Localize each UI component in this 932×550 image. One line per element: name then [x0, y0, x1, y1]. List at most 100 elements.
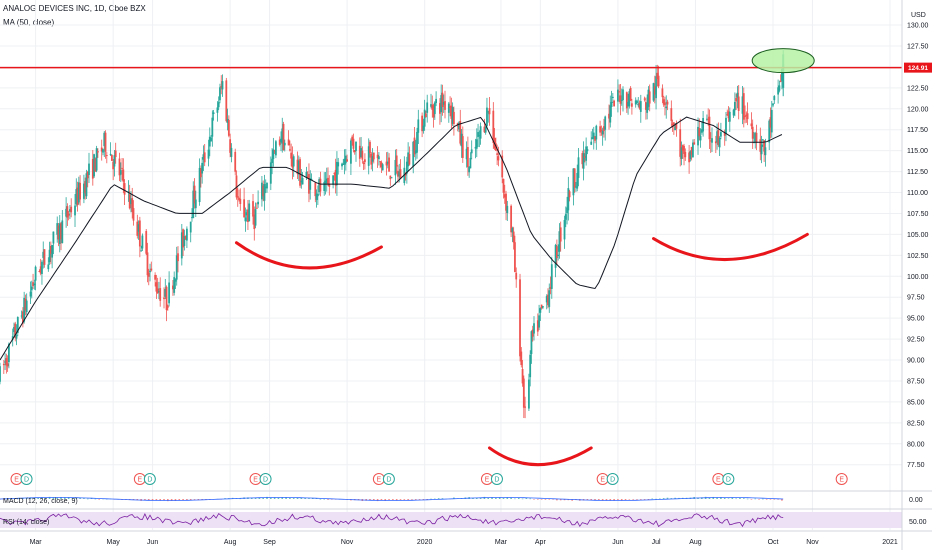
candle-body — [542, 306, 544, 308]
candle-body — [212, 112, 215, 114]
ma-legend-label[interactable]: MA (50, close) — [3, 18, 55, 27]
candle-body — [69, 209, 71, 212]
dividend-marker[interactable] — [606, 473, 619, 485]
candle-body — [592, 132, 595, 139]
candle-body — [299, 159, 301, 186]
candle-body — [750, 123, 753, 127]
cup-annotation-arc[interactable] — [652, 232, 809, 261]
candle-body — [57, 225, 60, 240]
candle-body — [229, 139, 232, 153]
candle-body — [221, 81, 224, 90]
macd-histogram-bar — [384, 499, 387, 501]
candle-body — [746, 113, 749, 120]
dividend-marker-letter[interactable]: D — [263, 477, 268, 484]
candle-body — [4, 361, 6, 363]
candle-body — [548, 290, 551, 307]
earnings-marker-letter[interactable]: E — [839, 477, 844, 484]
dividend-marker-letter[interactable]: D — [494, 477, 499, 484]
candle-body — [51, 244, 54, 258]
candle-body — [524, 406, 526, 408]
dividend-marker-letter[interactable]: D — [610, 477, 615, 484]
candle-body — [538, 315, 540, 328]
candle-body — [175, 255, 178, 280]
macd-histogram-bar — [540, 499, 543, 500]
earnings-marker[interactable] — [835, 473, 848, 485]
dividend-marker-letter[interactable]: D — [24, 477, 29, 484]
dividend-marker[interactable] — [490, 473, 503, 485]
earnings-marker-letter[interactable]: E — [485, 477, 490, 484]
candle-body — [282, 123, 285, 151]
earnings-marker-letter[interactable]: E — [600, 477, 605, 484]
candle-body — [697, 126, 699, 146]
candle-body — [264, 186, 267, 189]
macd-histogram-bar — [292, 498, 295, 499]
macd-histogram-bar — [765, 499, 768, 500]
macd-histogram-bar — [270, 497, 272, 499]
macd-histogram-bar — [147, 499, 150, 501]
dividend-marker-letter[interactable]: D — [726, 477, 731, 484]
candle-body — [488, 108, 491, 115]
macd-histogram-bar — [750, 499, 753, 500]
candle-body — [442, 102, 445, 105]
dividend-marker[interactable] — [20, 473, 33, 485]
candle-body — [540, 304, 543, 309]
dividend-marker[interactable] — [722, 473, 735, 485]
candle-body — [770, 109, 773, 133]
macd-histogram-bar — [373, 499, 375, 501]
cup-annotation-arc[interactable] — [234, 241, 383, 270]
candle-body — [136, 221, 139, 236]
macd-histogram-bar — [495, 497, 497, 499]
dividend-marker-letter[interactable]: D — [147, 477, 152, 484]
macd-histogram-bar — [369, 499, 371, 501]
candle-body — [192, 190, 195, 219]
macd-histogram-bar — [395, 499, 398, 501]
time-axis-label: May — [107, 539, 121, 546]
candle-body — [733, 101, 736, 111]
candle-body — [779, 80, 782, 82]
candle-body — [394, 159, 397, 176]
candle-body — [79, 182, 81, 200]
candle-body — [97, 151, 99, 153]
macd-histogram-bar — [746, 498, 749, 500]
candle-body — [611, 96, 614, 99]
dividend-marker[interactable] — [143, 473, 156, 485]
candle-body — [519, 279, 521, 357]
candle-body — [674, 126, 677, 131]
macd-histogram-bar — [720, 497, 722, 499]
candle-body — [389, 175, 392, 180]
candle-body — [25, 300, 28, 313]
candle-body — [177, 253, 179, 262]
earnings-marker-letter[interactable]: E — [138, 477, 143, 484]
macd-histogram-bar — [674, 497, 676, 499]
dividend-marker-letter[interactable]: D — [386, 477, 391, 484]
candle-body — [582, 153, 585, 169]
candle-body — [554, 245, 557, 268]
macd-histogram-bar — [731, 497, 734, 499]
candle-body — [377, 156, 380, 160]
candle-body — [334, 169, 337, 186]
price-axis-tick: 120.00 — [907, 106, 929, 113]
candle-body — [754, 133, 757, 142]
candle-body — [386, 161, 389, 164]
earnings-marker-letter[interactable]: E — [14, 477, 19, 484]
cup-annotation-arc[interactable] — [488, 446, 593, 467]
time-axis-label: 2021 — [882, 539, 898, 546]
earnings-marker-letter[interactable]: E — [253, 477, 258, 484]
candle-body — [93, 154, 95, 177]
candle-body — [147, 272, 150, 277]
candle-body — [773, 96, 776, 101]
dividend-marker[interactable] — [382, 473, 395, 485]
macd-histogram-bar — [552, 499, 554, 500]
candle-body — [433, 102, 436, 115]
breakout-highlight-ellipse[interactable] — [751, 48, 815, 74]
candle-body — [367, 146, 370, 166]
candle-body — [755, 132, 758, 143]
candle-body — [575, 186, 577, 188]
earnings-marker-letter[interactable]: E — [716, 477, 721, 484]
dividend-marker[interactable] — [259, 473, 272, 485]
earnings-marker-letter[interactable]: E — [377, 477, 382, 484]
candle-body — [764, 147, 767, 156]
candle-body — [759, 139, 762, 152]
macd-histogram-bar — [762, 498, 764, 500]
